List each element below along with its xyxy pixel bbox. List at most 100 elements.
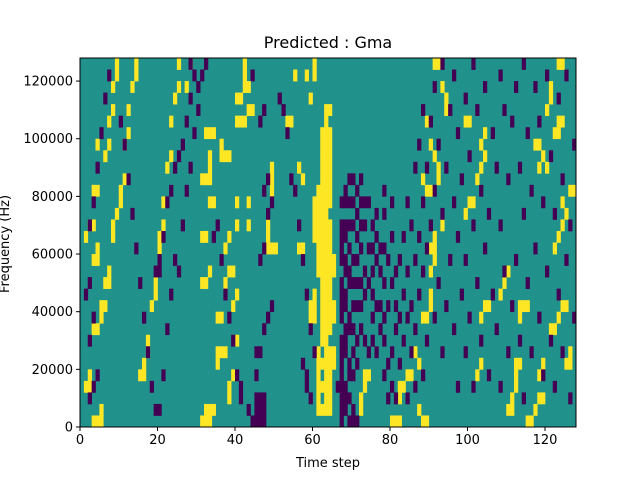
heatmap-cell-high [324, 127, 329, 140]
heatmap-cell-low [459, 173, 464, 186]
heatmap-cell-low [490, 127, 495, 140]
x-tick-label: 80 [382, 433, 399, 448]
heatmap-cell-high [316, 369, 321, 382]
heatmap-cell-low [374, 230, 379, 243]
heatmap-cell-high [537, 161, 542, 174]
heatmap-cell-low [483, 81, 488, 93]
heatmap-cell-high [537, 138, 542, 151]
heatmap-cell-low [219, 254, 224, 266]
heatmap-cell-low [417, 230, 422, 243]
heatmap-cell-high [556, 311, 561, 324]
heatmap-cell-low [339, 300, 344, 313]
heatmap-cell-high [428, 184, 433, 197]
heatmap-cell-high [331, 254, 337, 266]
heatmap-cell-high [320, 207, 325, 220]
heatmap-cell-high [463, 207, 468, 220]
heatmap-cell-low [161, 230, 166, 243]
heatmap-cell-high [145, 334, 151, 347]
heatmap-cell-low [266, 173, 271, 186]
heatmap-cell-low [502, 104, 507, 117]
heatmap-cell-high [390, 415, 395, 428]
heatmap-cell-high [297, 161, 302, 174]
heatmap-cell-low [339, 230, 344, 243]
heatmap-cell-low [409, 346, 414, 359]
heatmap-cell-low [196, 104, 201, 117]
heatmap-cell-low [339, 196, 344, 209]
heatmap-cell-low [254, 346, 259, 359]
heatmap-cell-high [308, 92, 313, 105]
heatmap-cell-high [242, 115, 247, 128]
heatmap-cell-low [304, 288, 309, 301]
heatmap-cell-low [180, 219, 185, 232]
heatmap-cell-low [405, 392, 410, 405]
heatmap-cell-high [324, 392, 329, 405]
heatmap-cell-high [514, 357, 519, 370]
heatmap-cell-high [273, 242, 278, 255]
heatmap-cell-low [529, 346, 534, 359]
heatmap-cell-low [300, 357, 306, 370]
heatmap-cell-high [517, 311, 523, 324]
heatmap-cell-high [328, 357, 333, 370]
heatmap-cell-high [331, 357, 337, 370]
heatmap-cell-high [324, 265, 329, 278]
heatmap-cell-high [95, 184, 100, 197]
heatmap-cell-high [479, 161, 484, 174]
heatmap-cell-low [366, 346, 371, 359]
heatmap-cell-low [339, 277, 344, 289]
heatmap-cell-low [103, 92, 108, 105]
heatmap-cell-high [548, 323, 554, 336]
heatmap-cell-high [552, 242, 557, 255]
heatmap-cell-low [463, 346, 468, 359]
heatmap-cell-low [343, 380, 348, 393]
heatmap-cell-low [359, 196, 364, 209]
heatmap-cell-high [320, 254, 325, 266]
heatmap-cell-high [324, 184, 329, 197]
heatmap-cell-low [475, 277, 480, 289]
x-axis-label: Time step [295, 456, 360, 471]
heatmap-cell-low [130, 207, 135, 220]
heatmap-cell-high [564, 357, 569, 370]
heatmap-cell-high [250, 104, 255, 117]
heatmap-cell-high [320, 219, 325, 232]
heatmap-cell-low [339, 311, 344, 324]
heatmap-cell-low [355, 207, 360, 220]
heatmap-cell-low [459, 288, 464, 301]
heatmap-cell-high [118, 196, 123, 209]
heatmap-cell-high [269, 161, 275, 174]
heatmap-cell-low [521, 392, 526, 405]
heatmap-cell-high [235, 115, 240, 128]
x-tick-label: 120 [533, 433, 558, 448]
heatmap-cell-low [355, 230, 360, 243]
heatmap-cell-low [347, 277, 352, 289]
heatmap-cell-high [467, 196, 472, 209]
heatmap-cell-low [556, 288, 561, 301]
heatmap-cell-high [556, 58, 561, 70]
heatmap-cell-high [320, 277, 325, 289]
heatmap-cell-low [568, 392, 573, 405]
heatmap-cell-low [490, 288, 495, 301]
heatmap-cell-high [300, 242, 306, 255]
heatmap-cell-high [320, 403, 325, 416]
heatmap-cell-high [328, 196, 333, 209]
heatmap-cell-high [525, 300, 530, 313]
y-tick-label: 80000 [32, 190, 73, 205]
heatmap-cell-low [227, 311, 232, 324]
heatmap-cell-high [510, 403, 515, 416]
heatmap-cell-high [114, 69, 120, 82]
heatmap-cell-high [320, 138, 325, 151]
heatmap-cell-low [355, 334, 360, 347]
heatmap-cell-low [258, 115, 263, 128]
heatmap-cell-high [161, 196, 166, 209]
heatmap-cell-low [87, 392, 92, 405]
heatmap-cell-low [386, 254, 391, 266]
heatmap-cell-low [339, 415, 344, 428]
heatmap-cell-high [529, 415, 534, 428]
heatmap-cell-high [324, 334, 329, 347]
heatmap-cell-low [510, 300, 515, 313]
heatmap-cell-low [378, 323, 383, 336]
heatmap-cell-low [502, 265, 507, 278]
heatmap-cell-high [223, 277, 228, 289]
heatmap-cell-low [351, 254, 356, 266]
heatmap-cell-high [401, 380, 406, 393]
heatmap-cell-high [95, 254, 100, 266]
